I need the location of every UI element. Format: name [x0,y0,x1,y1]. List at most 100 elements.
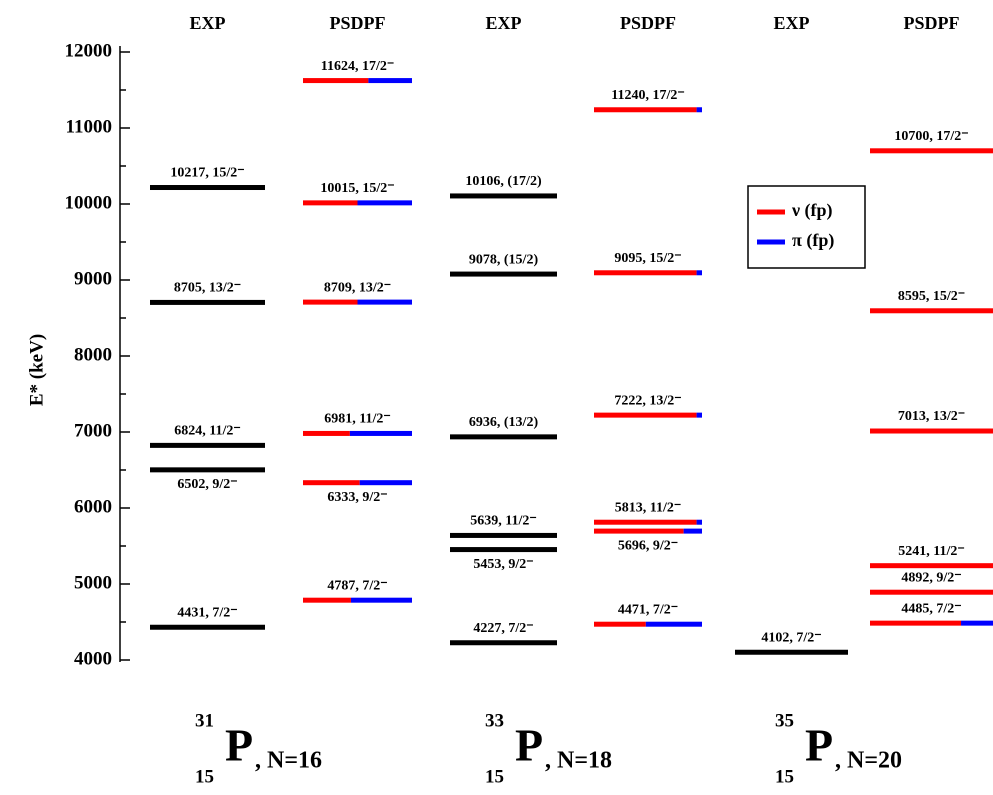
pi-segment [696,270,702,276]
nu-segment [594,270,697,276]
atomic-number: 15 [485,766,504,787]
y-tick-label: 11000 [66,116,112,137]
nu-segment [303,78,369,84]
level-label: 10700, 17/2⁻ [894,129,968,144]
level-label: 5696, 9/2⁻ [618,538,678,553]
level-label: 5241, 11/2⁻ [898,544,965,559]
legend-box [747,185,866,269]
mass-number: 31 [195,710,214,731]
nu-segment [870,620,962,626]
level-label: 4485, 7/2⁻ [901,601,961,616]
nu-segment [870,563,993,569]
level-label: 6936, (13/2) [469,415,539,430]
pi-segment [349,430,412,436]
pi-segment [357,200,412,206]
nu-segment [594,528,684,534]
level-label: 9095, 15/2⁻ [614,251,681,266]
level-label: 4102, 7/2⁻ [761,630,821,645]
column-header: EXP [486,13,522,33]
level-label: 7222, 13/2⁻ [614,393,681,408]
level [150,624,265,630]
nu-segment [303,430,350,436]
level [450,271,557,277]
nu-segment [594,412,697,418]
column-header: EXP [190,13,226,33]
level-label: 4471, 7/2⁻ [618,602,678,617]
level [735,649,848,655]
level-label: 9078, (15/2) [469,252,539,267]
y-tick-label: 6000 [74,496,112,517]
level [150,467,265,473]
atomic-number: 15 [195,766,214,787]
level [450,193,557,199]
legend-label: ν (fp) [791,200,833,221]
y-tick-label: 4000 [74,648,112,669]
level-label: 10015, 15/2⁻ [320,181,394,196]
level-label: 10217, 15/2⁻ [170,166,244,181]
column-header: PSDPF [620,13,676,33]
level [150,442,265,448]
level [450,640,557,646]
column-header: PSDPF [904,13,960,33]
level-label: 10106, (17/2) [465,174,542,189]
level [450,547,557,553]
column-header: PSDPF [330,13,386,33]
nu-segment [303,200,358,206]
level-label: 6502, 9/2⁻ [177,477,237,492]
nu-segment [594,107,697,113]
level-label: 8705, 13/2⁻ [174,281,241,296]
pi-segment [696,412,702,418]
pi-segment [696,519,702,525]
y-tick-label: 5000 [74,572,112,593]
mass-number: 33 [485,710,504,731]
level-label: 6981, 11/2⁻ [324,412,391,427]
nu-segment [303,597,351,603]
level-label: 4787, 7/2⁻ [327,578,387,593]
nu-segment [594,621,646,627]
column-header: EXP [774,13,810,33]
level-label: 8709, 13/2⁻ [324,280,391,295]
neutron-number: , N=18 [545,748,612,774]
level-label: 8595, 15/2⁻ [898,289,965,304]
pi-segment [645,621,702,627]
neutron-number: , N=20 [835,748,902,774]
nu-segment [303,480,360,486]
level [450,434,557,440]
y-tick-label: 7000 [74,420,112,441]
level-label: 4431, 7/2⁻ [177,605,237,620]
nu-segment [870,148,993,154]
pi-segment [359,480,412,486]
element-symbol: P [225,720,253,771]
nu-segment [870,308,993,314]
level-label: 6333, 9/2⁻ [327,490,387,505]
level-label: 4227, 7/2⁻ [473,621,533,636]
nu-segment [594,519,697,525]
level-label: 11624, 17/2⁻ [321,59,395,74]
legend-label: π (fp) [792,230,834,251]
pi-segment [357,299,412,305]
neutron-number: , N=16 [255,748,322,774]
level-label: 7013, 13/2⁻ [898,409,965,424]
level [150,185,265,191]
element-symbol: P [805,720,833,771]
mass-number: 35 [775,710,794,731]
pi-segment [350,597,412,603]
nu-segment [870,428,993,434]
nu-segment [870,589,993,595]
y-axis-label: E* (keV) [26,334,47,406]
level [450,532,557,538]
level-label: 11240, 17/2⁻ [611,88,685,103]
pi-segment [368,78,412,84]
level-label: 5453, 9/2⁻ [473,557,533,572]
y-tick-label: 9000 [74,268,112,289]
level-label: 5639, 11/2⁻ [470,514,537,529]
level-label: 4892, 9/2⁻ [901,570,961,585]
element-symbol: P [515,720,543,771]
level-label: 5813, 11/2⁻ [615,500,682,515]
level [150,299,265,305]
pi-segment [683,528,702,534]
y-tick-label: 12000 [65,40,113,61]
pi-segment [696,107,702,113]
nu-segment [303,299,358,305]
